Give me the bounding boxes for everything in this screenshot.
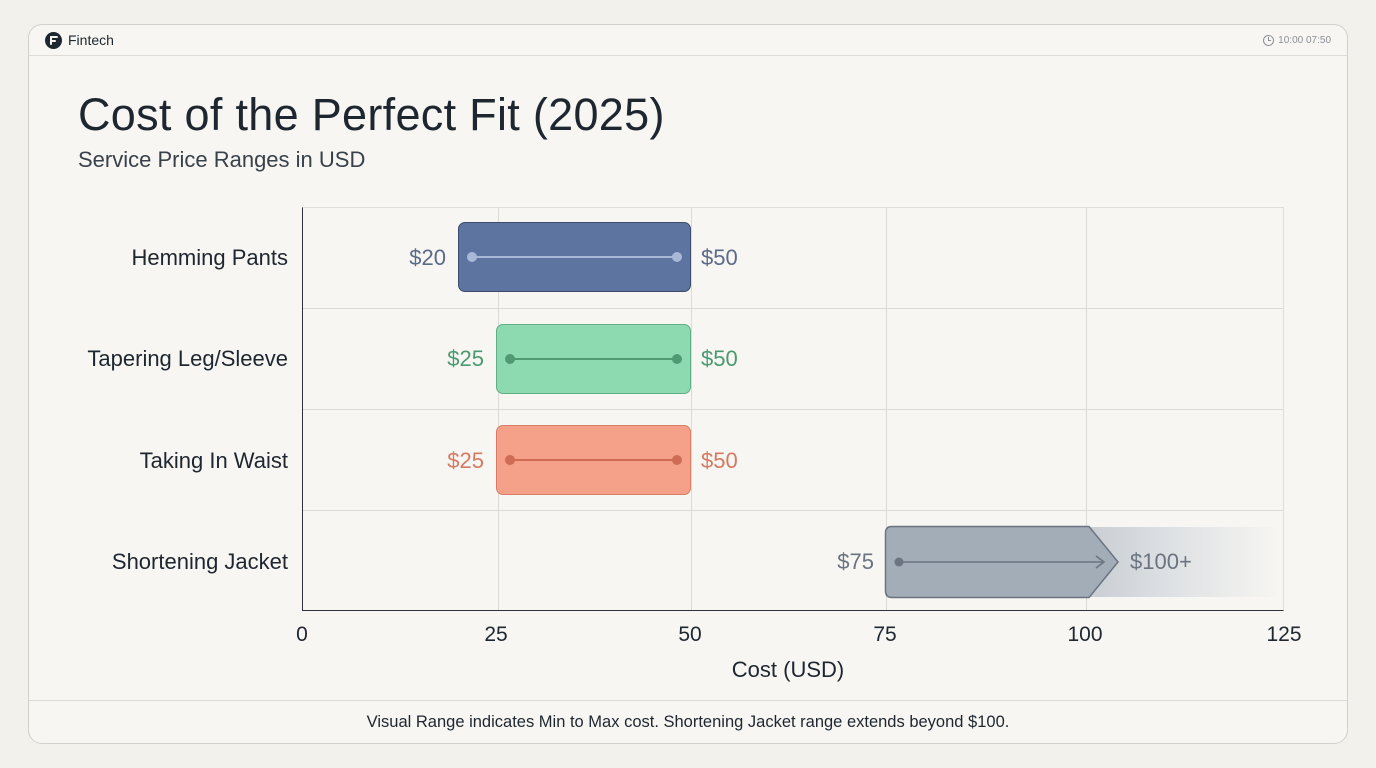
brand: Fintech: [45, 31, 114, 49]
app-name: Fintech: [68, 32, 114, 48]
clock-time: 10:00 07:50: [1278, 34, 1331, 46]
clock: 10:00 07:50: [1263, 34, 1331, 46]
chart-title: Cost of the Perfect Fit (2025): [78, 89, 665, 140]
footnote-text: Visual Range indicates Min to Max cost. …: [366, 712, 1010, 731]
clock-icon: [1263, 34, 1275, 46]
footer-note: Visual Range indicates Min to Max cost. …: [29, 700, 1347, 743]
title-bar: Fintech 10:00 07:50: [29, 25, 1347, 56]
fintech-logo-icon: [45, 31, 62, 49]
chart-subtitle: Service Price Ranges in USD: [78, 147, 366, 172]
app-window: Fintech 10:00 07:50 Cost of the Perfect …: [28, 24, 1348, 744]
